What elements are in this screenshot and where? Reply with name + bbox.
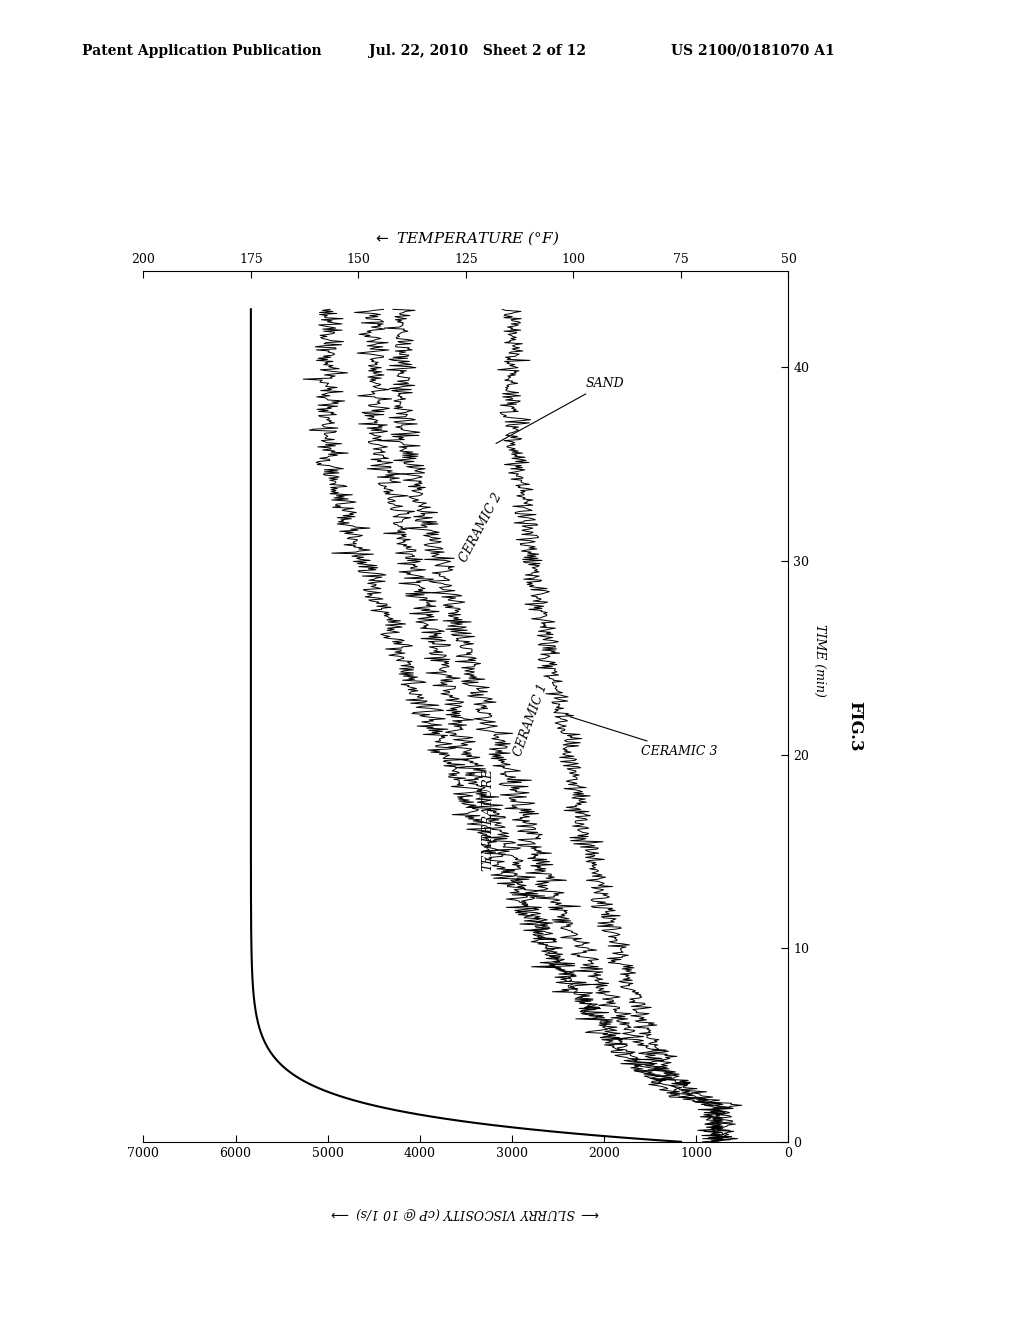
Text: FIG.3: FIG.3 [847, 701, 863, 751]
Text: $\leftarrow$ TEMPERATURE ($\mathregular{°F}$): $\leftarrow$ TEMPERATURE ($\mathregular{… [373, 230, 559, 247]
Text: $\longleftarrow$ SLURRY VISCOSITY (cP @ 10 1/s) $\longrightarrow$: $\longleftarrow$ SLURRY VISCOSITY (cP @ … [330, 1205, 602, 1220]
Text: Jul. 22, 2010   Sheet 2 of 12: Jul. 22, 2010 Sheet 2 of 12 [369, 44, 586, 58]
Text: US 2100/0181070 A1: US 2100/0181070 A1 [671, 44, 835, 58]
Text: CERAMIC 1: CERAMIC 1 [512, 681, 550, 758]
Text: CERAMIC 2: CERAMIC 2 [457, 490, 504, 564]
Text: Patent Application Publication: Patent Application Publication [82, 44, 322, 58]
Text: TEMPERATURE: TEMPERATURE [481, 768, 494, 871]
Text: SAND: SAND [496, 376, 625, 444]
Text: CERAMIC 3: CERAMIC 3 [570, 717, 718, 758]
Text: TIME (min): TIME (min) [813, 623, 825, 697]
